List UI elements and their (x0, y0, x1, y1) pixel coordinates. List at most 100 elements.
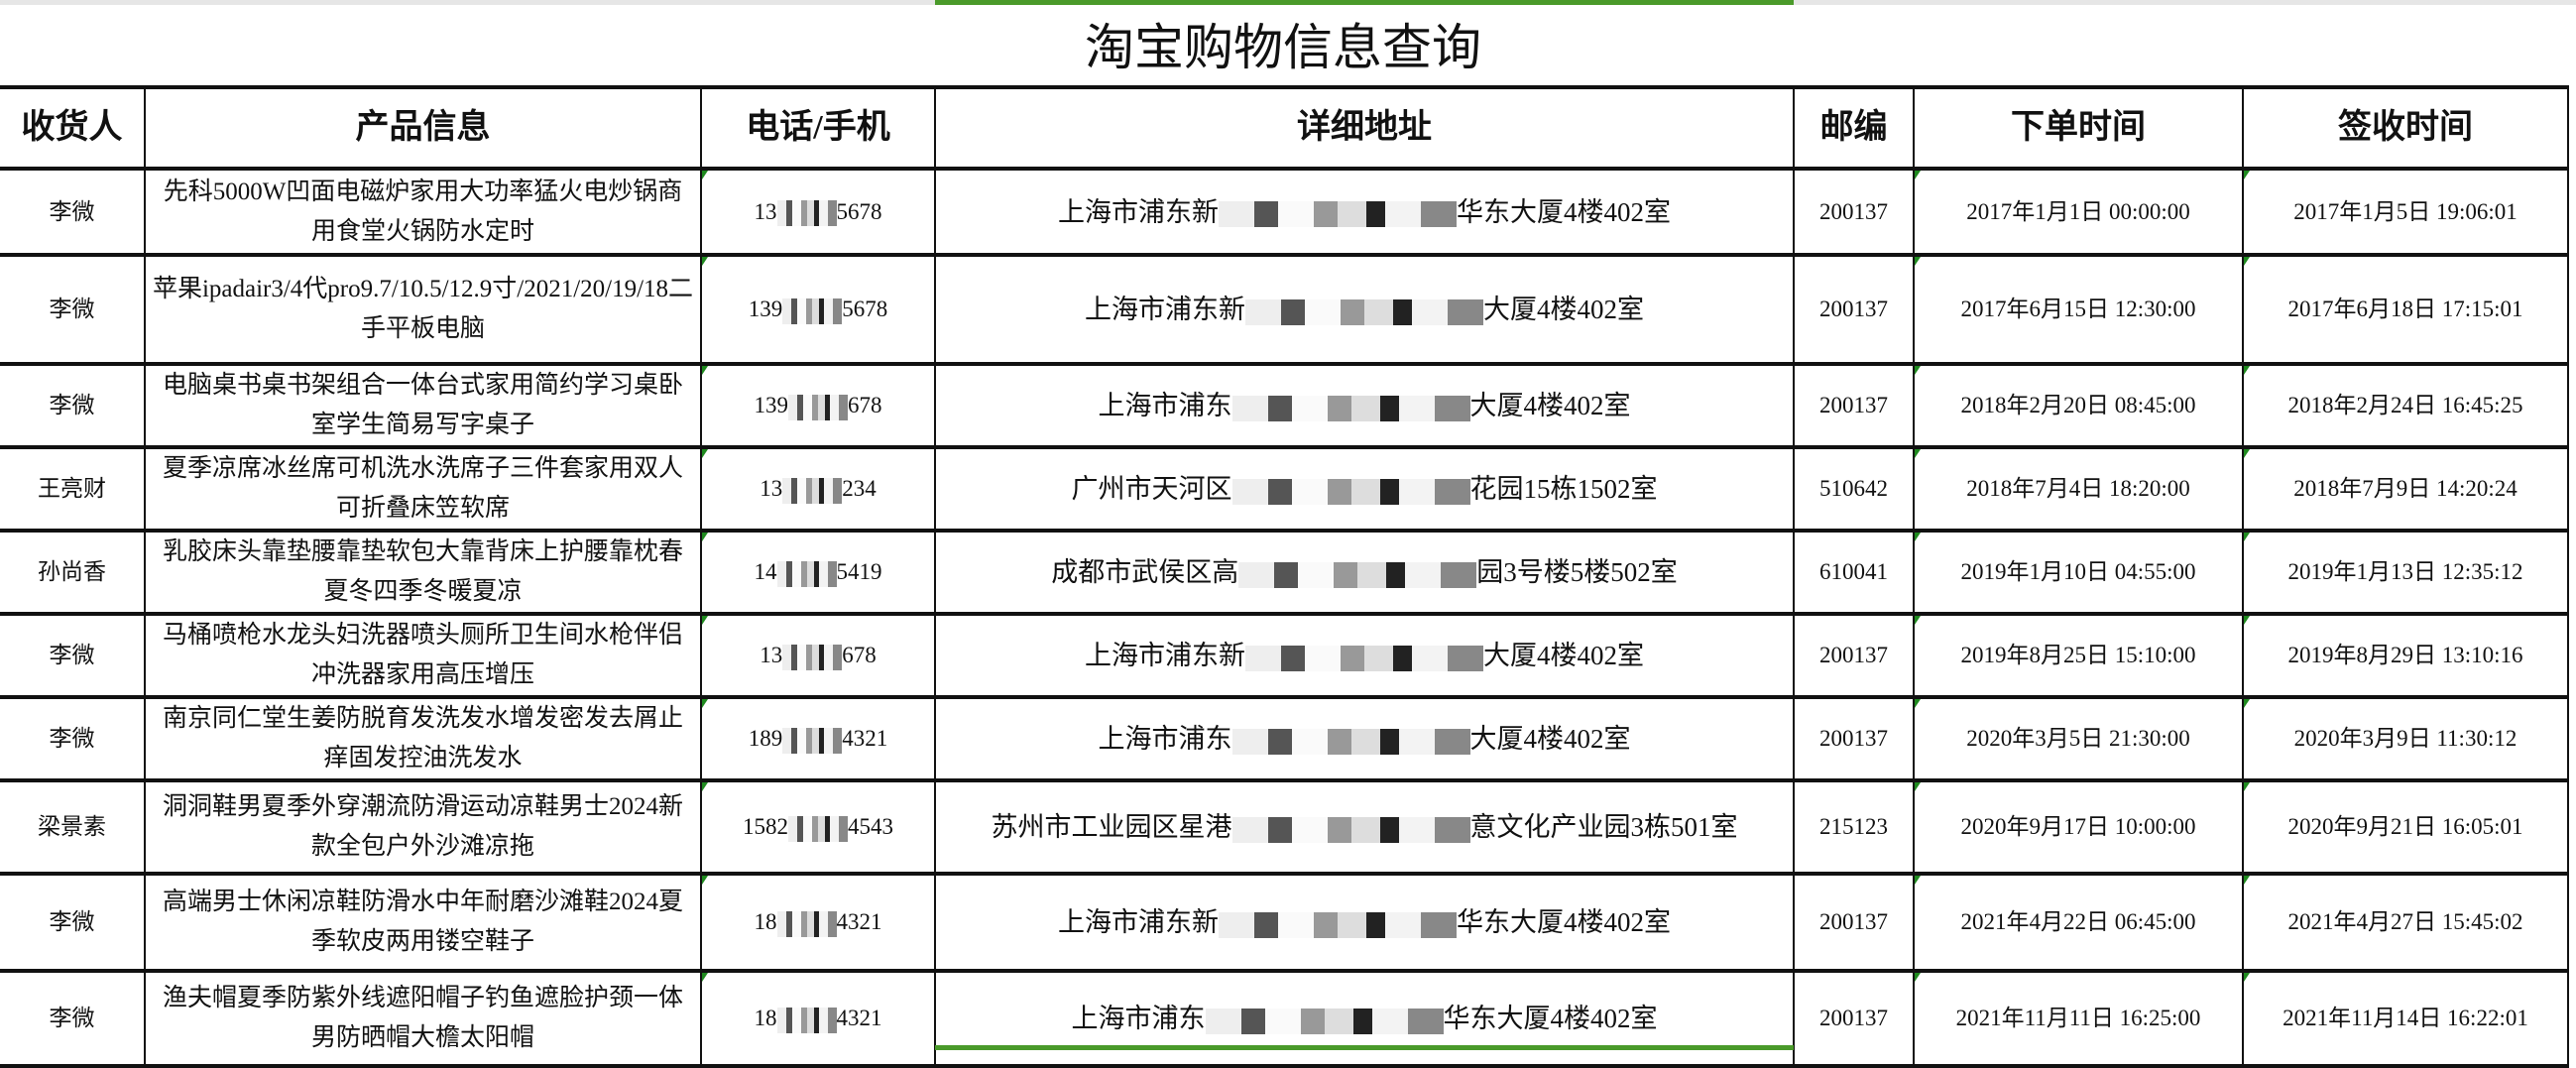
recipient-cell[interactable]: 李微 (0, 167, 146, 257)
order-time-cell[interactable]: 2018年2月20日 08:45:00 (1913, 362, 2244, 449)
recipient-cell[interactable]: 李微 (0, 872, 146, 973)
product-cell[interactable]: 乳胶床头靠垫腰靠垫软包大靠背床上护腰靠枕春夏冬四季冬暖夏凉 (144, 529, 702, 616)
table-row: 李微 苹果ipadair3/4代pro9.7/10.5/12.9寸/2021/20… (0, 253, 2569, 366)
address-cell[interactable]: 苏州市工业园区星港 意文化产业园3栋501室 (934, 778, 1795, 876)
product-cell[interactable]: 渔夫帽夏季防紫外线遮阳帽子钓鱼遮脸护颈一体男防晒帽大檐太阳帽 (144, 969, 702, 1068)
sign-time-cell[interactable]: 2020年9月21日 16:05:01 (2242, 778, 2569, 876)
product-info: 高端男士休闲凉鞋防滑水中年耐磨沙滩鞋2024夏季软皮两用镂空鞋子 (162, 889, 683, 955)
recipient-cell[interactable]: 梁景素 (0, 778, 146, 876)
product-cell[interactable]: 苹果ipadair3/4代pro9.7/10.5/12.9寸/2021/20/1… (144, 253, 702, 366)
order-time-cell[interactable]: 2019年8月25日 15:10:00 (1913, 612, 2244, 699)
phone-end: 4321 (836, 1006, 882, 1030)
zip-cell[interactable]: 200137 (1793, 167, 1915, 257)
recipient-cell[interactable]: 李微 (0, 612, 146, 699)
order-time-cell[interactable]: 2018年7月4日 18:20:00 (1913, 445, 2244, 533)
zip-cell[interactable]: 200137 (1793, 253, 1915, 366)
text-number-indicator-icon (2244, 449, 2250, 458)
phone-cell[interactable]: 139 5678 (700, 253, 936, 366)
address-redaction (1231, 478, 1470, 505)
product-cell[interactable]: 高端男士休闲凉鞋防滑水中年耐磨沙滩鞋2024夏季软皮两用镂空鞋子 (144, 872, 702, 973)
phone-cell[interactable]: 189 4321 (700, 695, 936, 782)
order-time-cell[interactable]: 2017年1月1日 00:00:00 (1913, 167, 2244, 257)
header-zip[interactable]: 邮编 (1793, 85, 1915, 171)
sign-time: 2017年1月5日 19:06:01 (2293, 198, 2517, 224)
sign-time-cell[interactable]: 2018年2月24日 16:45:25 (2242, 362, 2569, 449)
zip-cell[interactable]: 200137 (1793, 695, 1915, 782)
product-cell[interactable]: 先科5000W凹面电磁炉家用大功率猛火电炒锅商用食堂火锅防水定时 (144, 167, 702, 257)
sign-time-cell[interactable]: 2021年4月27日 15:45:02 (2242, 872, 2569, 973)
recipient-cell[interactable]: 王亮财 (0, 445, 146, 533)
recipient-cell[interactable]: 李微 (0, 695, 146, 782)
phone-cell[interactable]: 18 4321 (700, 872, 936, 973)
phone-cell[interactable]: 13 5678 (700, 167, 936, 257)
header-product[interactable]: 产品信息 (144, 85, 702, 171)
address-cell[interactable]: 上海市浦东新 大厦4楼402室 (934, 253, 1795, 366)
text-number-indicator-icon (1915, 171, 1921, 179)
zip-cell[interactable]: 610041 (1793, 529, 1915, 616)
product-cell[interactable]: 夏季凉席冰丝席可机洗水洗席子三件套家用双人可折叠床笠软席 (144, 445, 702, 533)
text-number-indicator-icon (702, 257, 708, 266)
order-time-cell[interactable]: 2020年3月5日 21:30:00 (1913, 695, 2244, 782)
recipient-cell[interactable]: 李微 (0, 969, 146, 1068)
phone-cell[interactable]: 139 678 (700, 362, 936, 449)
product-cell[interactable]: 电脑桌书桌书架组合一体台式家用简约学习桌卧室学生简易写字桌子 (144, 362, 702, 449)
header-sign-time[interactable]: 签收时间 (2242, 85, 2569, 171)
order-time: 2017年6月15日 12:30:00 (1960, 297, 2196, 321)
phone-cell[interactable]: 18 4321 (700, 969, 936, 1068)
recipient-name: 李微 (49, 909, 95, 934)
header-phone[interactable]: 电话/手机 (700, 85, 936, 171)
sign-time-cell[interactable]: 2017年1月5日 19:06:01 (2242, 167, 2569, 257)
order-time-cell[interactable]: 2019年1月10日 04:55:00 (1913, 529, 2244, 616)
address-cell[interactable]: 上海市浦东 大厦4楼402室 (934, 362, 1795, 449)
phone-cell[interactable]: 14 5419 (700, 529, 936, 616)
sign-time-cell[interactable]: 2020年3月9日 11:30:12 (2242, 695, 2569, 782)
address-cell[interactable]: 上海市浦东 华东大厦4楼402室 (934, 969, 1795, 1068)
text-number-indicator-icon (702, 449, 708, 458)
sign-time-cell[interactable]: 2019年1月13日 12:35:12 (2242, 529, 2569, 616)
address-cell[interactable]: 上海市浦东新 华东大厦4楼402室 (934, 872, 1795, 973)
text-number-indicator-icon (2244, 973, 2250, 982)
header-address[interactable]: 详细地址 (934, 85, 1795, 171)
text-number-indicator-icon (2244, 533, 2250, 541)
order-time-cell[interactable]: 2017年6月15日 12:30:00 (1913, 253, 2244, 366)
sign-time-cell[interactable]: 2018年7月9日 14:20:24 (2242, 445, 2569, 533)
order-time-cell[interactable]: 2021年4月22日 06:45:00 (1913, 872, 2244, 973)
phone-cell[interactable]: 1582 4543 (700, 778, 936, 876)
text-number-indicator-icon (2244, 257, 2250, 266)
address-redaction (1245, 298, 1483, 325)
header-recipient[interactable]: 收货人 (0, 85, 146, 171)
phone-cell[interactable]: 13 234 (700, 445, 936, 533)
phone-redaction (782, 477, 843, 504)
address-cell[interactable]: 广州市天河区 花园15栋1502室 (934, 445, 1795, 533)
recipient-cell[interactable]: 李微 (0, 253, 146, 366)
address-cell[interactable]: 上海市浦东 大厦4楼402室 (934, 695, 1795, 782)
recipient-cell[interactable]: 李微 (0, 362, 146, 449)
address-redaction (1231, 728, 1470, 755)
address-cell[interactable]: 上海市浦东新 大厦4楼402室 (934, 612, 1795, 699)
zip-cell[interactable]: 200137 (1793, 872, 1915, 973)
product-cell[interactable]: 南京同仁堂生姜防脱育发洗发水增发密发去屑止痒固发控油洗发水 (144, 695, 702, 782)
address-cell[interactable]: 上海市浦东新 华东大厦4楼402室 (934, 167, 1795, 257)
product-cell[interactable]: 马桶喷枪水龙头妇洗器喷头厕所卫生间水枪伴侣冲洗器家用高压增压 (144, 612, 702, 699)
sheet-title[interactable]: 淘宝购物信息查询 (1085, 20, 1481, 75)
phone-start: 14 (754, 559, 777, 584)
zip-cell[interactable]: 215123 (1793, 778, 1915, 876)
sign-time-cell[interactable]: 2017年6月18日 17:15:01 (2242, 253, 2569, 366)
header-order-time[interactable]: 下单时间 (1913, 85, 2244, 171)
zip-cell[interactable]: 510642 (1793, 445, 1915, 533)
phone-redaction (776, 910, 837, 937)
text-number-indicator-icon (2244, 699, 2250, 708)
text-number-indicator-icon (2244, 876, 2250, 885)
sign-time-cell[interactable]: 2021年11月14日 16:22:01 (2242, 969, 2569, 1068)
phone-start: 1582 (743, 814, 788, 839)
recipient-cell[interactable]: 孙尚香 (0, 529, 146, 616)
zip-cell[interactable]: 200137 (1793, 612, 1915, 699)
zip-cell[interactable]: 200137 (1793, 362, 1915, 449)
product-cell[interactable]: 洞洞鞋男夏季外穿潮流防滑运动凉鞋男士2024新款全包户外沙滩凉拖 (144, 778, 702, 876)
order-time-cell[interactable]: 2020年9月17日 10:00:00 (1913, 778, 2244, 876)
phone-cell[interactable]: 13 678 (700, 612, 936, 699)
address-cell[interactable]: 成都市武侯区高 园3号楼5楼502室 (934, 529, 1795, 616)
zip-cell[interactable]: 200137 (1793, 969, 1915, 1068)
sign-time-cell[interactable]: 2019年8月29日 13:10:16 (2242, 612, 2569, 699)
order-time-cell[interactable]: 2021年11月11日 16:25:00 (1913, 969, 2244, 1068)
